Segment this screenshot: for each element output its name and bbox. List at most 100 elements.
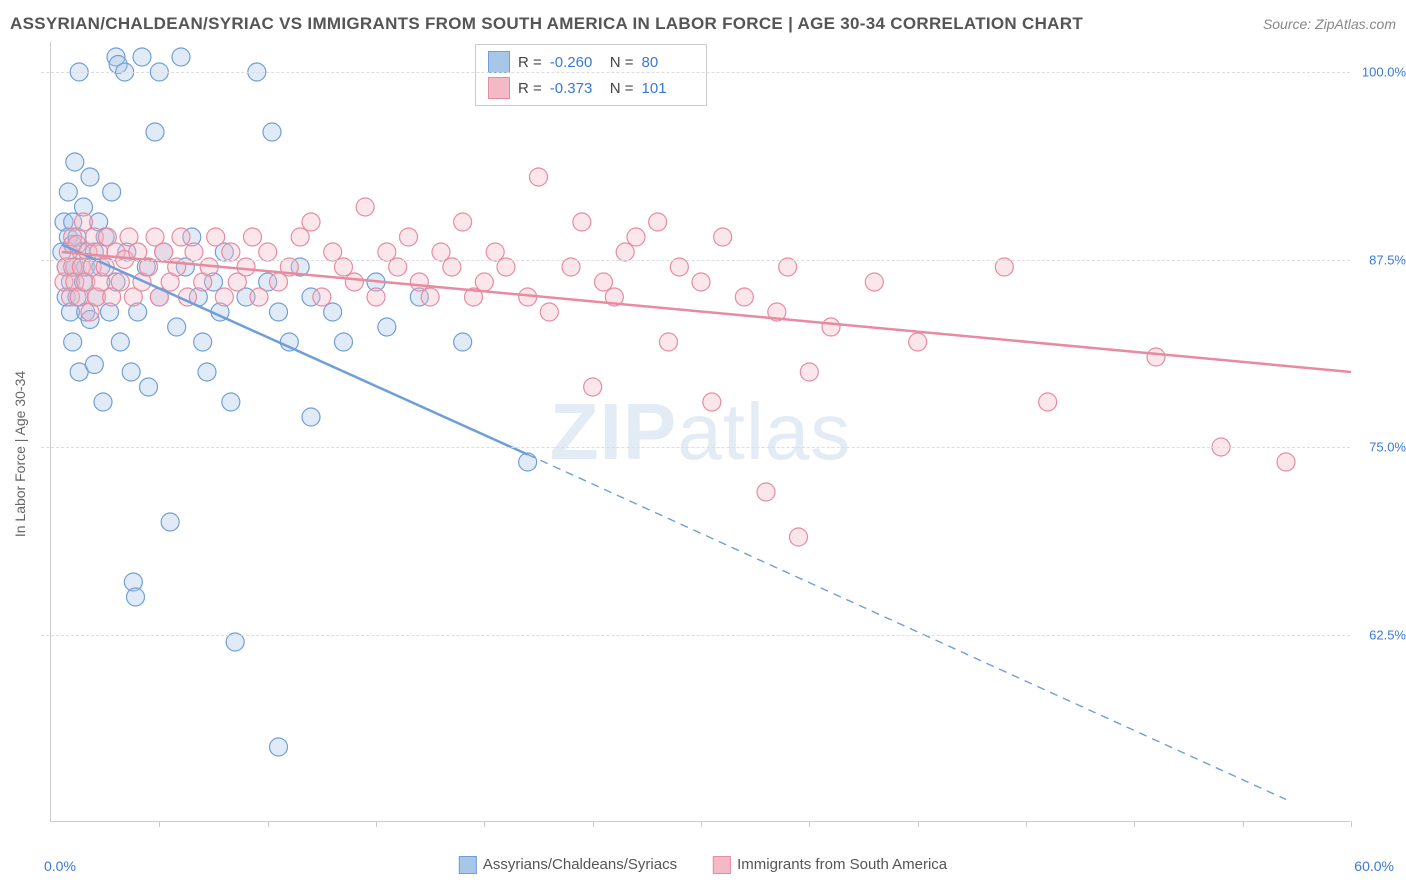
data-point bbox=[172, 228, 190, 246]
data-point bbox=[573, 213, 591, 231]
stat-n-label: N = bbox=[610, 54, 634, 71]
data-point bbox=[378, 243, 396, 261]
x-max-label: 60.0% bbox=[1354, 858, 1394, 874]
data-point bbox=[85, 356, 103, 374]
data-point bbox=[302, 213, 320, 231]
data-point bbox=[155, 243, 173, 261]
data-point bbox=[692, 273, 710, 291]
data-point bbox=[335, 258, 353, 276]
stat-n-value: 101 bbox=[642, 80, 694, 97]
y-tick-label: 100.0% bbox=[1354, 65, 1406, 80]
y-axis-title: In Labor Force | Age 30-34 bbox=[12, 371, 28, 537]
data-point bbox=[475, 273, 493, 291]
stat-r-value: -0.373 bbox=[550, 80, 602, 97]
data-point bbox=[421, 288, 439, 306]
y-tick-label: 75.0% bbox=[1354, 440, 1406, 455]
data-point bbox=[454, 213, 472, 231]
x-tick bbox=[1026, 821, 1027, 827]
stat-row: R =-0.373N =101 bbox=[488, 75, 694, 101]
y-tick-label: 87.5% bbox=[1354, 252, 1406, 267]
legend-label: Immigrants from South America bbox=[737, 856, 947, 873]
chart-header: ASSYRIAN/CHALDEAN/SYRIAC VS IMMIGRANTS F… bbox=[10, 8, 1396, 40]
stat-r-label: R = bbox=[518, 80, 542, 97]
data-point bbox=[519, 453, 537, 471]
chart-title: ASSYRIAN/CHALDEAN/SYRIAC VS IMMIGRANTS F… bbox=[10, 14, 1083, 34]
data-point bbox=[649, 213, 667, 231]
source-label: Source: ZipAtlas.com bbox=[1263, 16, 1396, 32]
data-point bbox=[757, 483, 775, 501]
plot-area: ZIPatlas R =-0.260N =80R =-0.373N =101 6… bbox=[50, 42, 1350, 822]
data-point bbox=[133, 48, 151, 66]
data-point bbox=[146, 123, 164, 141]
stat-swatch bbox=[488, 77, 510, 99]
legend-swatch bbox=[713, 856, 731, 874]
data-point bbox=[140, 378, 158, 396]
data-point bbox=[81, 168, 99, 186]
legend-swatch bbox=[459, 856, 477, 874]
data-point bbox=[270, 303, 288, 321]
data-point bbox=[735, 288, 753, 306]
legend-item: Immigrants from South America bbox=[713, 856, 947, 874]
data-point bbox=[59, 183, 77, 201]
data-point bbox=[222, 393, 240, 411]
data-point bbox=[410, 273, 428, 291]
data-point bbox=[66, 153, 84, 171]
bottom-legend: Assyrians/Chaldeans/Syriacs Immigrants fr… bbox=[459, 856, 947, 874]
legend-label: Assyrians/Chaldeans/Syriacs bbox=[483, 856, 677, 873]
data-point bbox=[443, 258, 461, 276]
x-tick bbox=[159, 821, 160, 827]
data-point bbox=[324, 243, 342, 261]
data-point bbox=[324, 303, 342, 321]
data-point bbox=[291, 228, 309, 246]
data-point bbox=[185, 243, 203, 261]
data-point bbox=[584, 378, 602, 396]
data-point bbox=[400, 228, 418, 246]
x-tick bbox=[376, 821, 377, 827]
x-min-label: 0.0% bbox=[44, 858, 76, 874]
data-point bbox=[497, 258, 515, 276]
data-point bbox=[1147, 348, 1165, 366]
data-point bbox=[627, 228, 645, 246]
data-point bbox=[378, 318, 396, 336]
data-point bbox=[540, 303, 558, 321]
y-tick-label: 62.5% bbox=[1354, 627, 1406, 642]
data-point bbox=[790, 528, 808, 546]
data-point bbox=[168, 258, 186, 276]
data-point bbox=[64, 333, 82, 351]
data-point bbox=[168, 318, 186, 336]
data-point bbox=[222, 243, 240, 261]
data-point bbox=[356, 198, 374, 216]
data-point bbox=[302, 408, 320, 426]
data-point bbox=[94, 393, 112, 411]
data-point bbox=[486, 243, 504, 261]
data-point bbox=[75, 213, 93, 231]
data-point bbox=[250, 288, 268, 306]
data-point bbox=[616, 243, 634, 261]
data-point bbox=[270, 273, 288, 291]
gridline-h bbox=[41, 447, 1350, 448]
x-tick bbox=[701, 821, 702, 827]
data-point bbox=[194, 333, 212, 351]
x-tick bbox=[1351, 821, 1352, 827]
data-point bbox=[865, 273, 883, 291]
legend-item: Assyrians/Chaldeans/Syriacs bbox=[459, 856, 677, 874]
gridline-h bbox=[41, 72, 1350, 73]
gridline-h bbox=[41, 260, 1350, 261]
data-point bbox=[172, 48, 190, 66]
data-point bbox=[103, 183, 121, 201]
data-point bbox=[660, 333, 678, 351]
stat-n-value: 80 bbox=[642, 54, 694, 71]
data-point bbox=[995, 258, 1013, 276]
data-point bbox=[111, 273, 129, 291]
data-point bbox=[562, 258, 580, 276]
data-point bbox=[367, 288, 385, 306]
chart-svg bbox=[51, 42, 1351, 822]
data-point bbox=[335, 333, 353, 351]
data-point bbox=[714, 228, 732, 246]
data-point bbox=[207, 228, 225, 246]
data-point bbox=[122, 363, 140, 381]
data-point bbox=[237, 258, 255, 276]
data-point bbox=[530, 168, 548, 186]
data-point bbox=[215, 288, 233, 306]
trend-line-extrapolated bbox=[528, 455, 1286, 800]
